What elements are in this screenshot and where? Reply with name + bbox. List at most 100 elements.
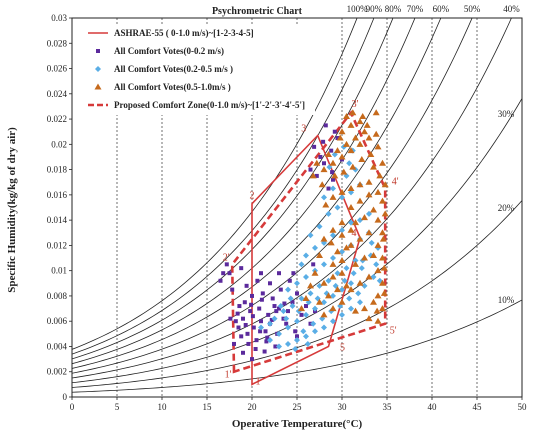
x-tick-label-0: 0 (70, 402, 75, 412)
point-s2-57 (352, 307, 359, 314)
point-s1-87 (350, 270, 357, 277)
rh-curve-50pct (72, 18, 473, 374)
point-s0-42 (232, 341, 236, 346)
point-s2-42 (347, 241, 355, 248)
y-tick-label-0.02: 0.02 (51, 139, 67, 149)
point-s0-73 (308, 167, 313, 172)
point-s2-3 (347, 147, 355, 154)
point-s1-69 (346, 295, 353, 302)
rh-curve-20pct (72, 200, 522, 388)
point-s0-37 (299, 312, 304, 317)
point-s2-48 (374, 267, 382, 274)
point-s2-45 (370, 252, 377, 259)
point-s0-48 (287, 278, 292, 283)
point-s0-4 (241, 316, 245, 321)
ashrae-point-label-5: 5 (340, 342, 345, 353)
point-s1-24 (312, 328, 318, 335)
point-s0-52 (243, 322, 248, 327)
point-s1-23 (303, 333, 309, 340)
legend-label-0: ASHRAE-55 ( 0-1.0 m/s)~[1-2-3-4-5] (114, 28, 254, 38)
point-s2-77 (338, 219, 346, 226)
y-tick-label-0.016: 0.016 (47, 190, 68, 200)
point-s0-36 (293, 329, 298, 334)
point-s1-62 (277, 303, 284, 310)
point-s0-56 (249, 302, 254, 307)
point-s1-49 (334, 204, 341, 211)
point-s2-87 (379, 159, 386, 166)
rh-curve-100pct (72, 18, 358, 350)
point-s2-53 (374, 292, 382, 299)
point-s2-59 (365, 315, 373, 322)
point-s1-35 (330, 255, 336, 262)
point-s2-58 (374, 317, 382, 324)
point-s2-80 (316, 252, 323, 259)
point-s0-41 (250, 357, 254, 362)
ashrae-point-label-2: 2 (250, 191, 255, 202)
point-s2-86 (372, 130, 380, 137)
point-s0-76 (340, 157, 344, 162)
point-s1-44 (339, 227, 345, 234)
point-s0-27 (268, 281, 272, 286)
point-s2-49 (379, 279, 386, 286)
point-s0-53 (250, 314, 255, 319)
point-s0-45 (295, 334, 299, 339)
point-s1-60 (258, 324, 264, 331)
rh-label-20pct: 20% (498, 203, 515, 213)
point-s0-74 (323, 123, 328, 128)
legend-label-4: Proposed Comfort Zone(0-1.0 m/s)~[1'-2'-… (114, 100, 305, 110)
point-s1-30 (285, 286, 291, 293)
point-s2-88 (381, 181, 389, 188)
point-s2-52 (347, 286, 355, 293)
point-s2-61 (329, 305, 337, 312)
ashrae-point-label-3: 3 (301, 123, 306, 134)
point-s1-7 (330, 292, 336, 299)
point-s1-29 (357, 299, 363, 306)
y-tick-label-0.004: 0.004 (47, 341, 68, 351)
point-s1-72 (370, 273, 377, 280)
point-s2-56 (361, 305, 368, 312)
point-s2-82 (307, 282, 314, 289)
ashrae-55-zone (251, 134, 361, 386)
point-s2-12 (356, 118, 364, 125)
point-s2-20 (358, 155, 366, 162)
point-s2-71 (329, 260, 337, 267)
point-s1-28 (348, 305, 354, 312)
point-s1-59 (298, 261, 305, 268)
point-s0-1 (251, 325, 256, 330)
point-s2-1 (329, 159, 337, 166)
point-s2-25 (365, 178, 373, 185)
point-s1-79 (304, 340, 311, 347)
point-s2-37 (352, 219, 359, 226)
point-s1-55 (330, 185, 336, 192)
point-s2-95 (373, 307, 381, 314)
point-s2-66 (316, 298, 323, 305)
y-tick-label-0.03: 0.03 (51, 13, 67, 23)
point-s2-94 (380, 289, 388, 296)
x-tick-label-15: 15 (203, 402, 213, 412)
point-s1-20 (276, 343, 282, 350)
point-s1-27 (339, 311, 345, 318)
y-axis-title: Specific Humidity(kg/kg of dry air) (6, 127, 18, 293)
point-s0-49 (277, 271, 281, 276)
point-s2-78 (329, 226, 337, 233)
point-s2-79 (320, 235, 328, 242)
point-s2-29 (329, 193, 337, 200)
proposed-point-label-3: 3' (352, 99, 359, 110)
x-tick-label-40: 40 (428, 402, 438, 412)
rh-label-50pct: 50% (464, 4, 481, 14)
point-s2-73 (334, 248, 341, 255)
point-s0-2 (239, 334, 244, 339)
point-s0-72 (314, 173, 319, 178)
point-s0-17 (277, 306, 281, 311)
point-s1-19 (352, 257, 359, 264)
point-s2-74 (327, 239, 335, 246)
point-s0-65 (311, 262, 316, 267)
point-s1-3 (294, 318, 300, 325)
point-s1-2 (285, 324, 291, 331)
point-s2-24 (376, 172, 384, 179)
point-s1-41 (312, 244, 318, 251)
point-s0-29 (244, 283, 249, 288)
point-s0-14 (250, 293, 254, 298)
point-s2-2 (338, 153, 346, 160)
legend-background (80, 25, 315, 115)
